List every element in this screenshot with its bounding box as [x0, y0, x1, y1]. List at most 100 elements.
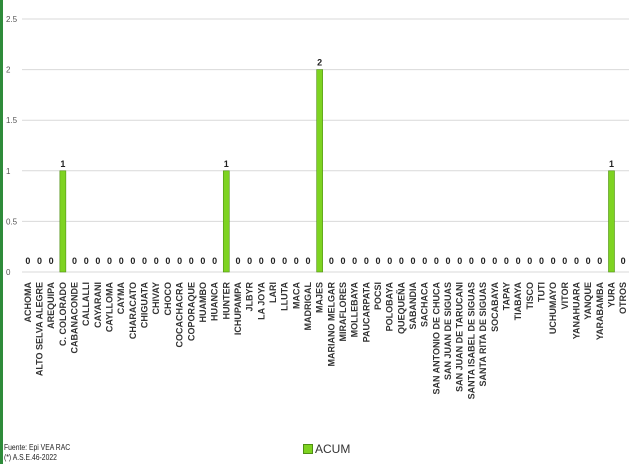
category-label: CHIGUATA [140, 282, 150, 329]
data-label: 0 [492, 256, 497, 266]
category-label: CHOCO [163, 282, 173, 316]
data-label: 0 [551, 256, 556, 266]
category-label: SANTA ISABEL DE SIGUAS [466, 282, 476, 399]
category-label: HUANCA [210, 282, 220, 321]
data-label: 0 [469, 256, 474, 266]
data-label: 0 [527, 256, 532, 266]
category-label: SABANDIA [408, 282, 418, 330]
category-label: JLBYR [245, 282, 255, 312]
category-label: YANAHUARA [571, 282, 581, 340]
category-label: CHIVAY [151, 282, 161, 315]
data-label: 0 [329, 256, 334, 266]
category-label: CAYMA [116, 282, 126, 315]
category-label: TUTI [536, 282, 546, 302]
data-label: 0 [107, 256, 112, 266]
category-label: MOLLEBAYA [350, 282, 360, 338]
data-label: 0 [259, 256, 264, 266]
category-label: SAN JUAN DE SIGUAS [443, 282, 453, 380]
data-label: 0 [352, 256, 357, 266]
category-label: MIRAFLORES [338, 282, 348, 342]
data-label: 0 [37, 256, 42, 266]
category-label: YARABAMBA [595, 282, 605, 341]
data-label: 2 [317, 58, 322, 68]
category-label: ACHOMA [23, 282, 33, 323]
category-label: COPORAQUE [186, 282, 196, 341]
data-label: 0 [562, 256, 567, 266]
category-label: ALTO SELVA ALEGRE [35, 282, 45, 376]
y-tick-label: 1.5 [6, 116, 18, 125]
category-label: CAYARANI [93, 282, 103, 328]
data-label: 0 [119, 256, 124, 266]
data-label: 0 [142, 256, 147, 266]
category-label: LARI [268, 282, 278, 303]
data-label: 0 [411, 256, 416, 266]
data-label: 0 [247, 256, 252, 266]
data-label: 0 [457, 256, 462, 266]
data-label: 0 [376, 256, 381, 266]
category-label: QUEQUEÑA [396, 282, 406, 335]
category-label: UCHUMAYO [548, 282, 558, 334]
legend-swatch [303, 444, 313, 454]
category-label: OTROS [618, 282, 628, 314]
category-label: CABANACONDE [70, 282, 80, 354]
data-label: 0 [270, 256, 275, 266]
data-label: 0 [504, 256, 509, 266]
data-label: 0 [282, 256, 287, 266]
data-label: 1 [60, 159, 65, 169]
category-label: LLUTA [280, 282, 290, 311]
category-label: TISCO [525, 282, 535, 310]
data-label: 0 [364, 256, 369, 266]
data-label: 0 [294, 256, 299, 266]
category-label: AREQUIPA [46, 282, 56, 329]
data-label: 0 [574, 256, 579, 266]
data-label: 0 [154, 256, 159, 266]
data-label: 0 [597, 256, 602, 266]
category-label: POLOBAYA [385, 282, 395, 332]
category-label: YANQUE [583, 282, 593, 320]
data-label: 0 [25, 256, 30, 266]
source-line-2: (*) A.S.E.46-2022 [4, 453, 57, 462]
category-label: MARIANO MELGAR [326, 282, 336, 367]
bar [316, 69, 323, 273]
data-label: 0 [212, 256, 217, 266]
source-line-1: Fuente: Epi VEA RAC [4, 443, 71, 452]
data-label: 1 [609, 159, 614, 169]
bar [608, 170, 615, 273]
category-label: HUNTER [221, 282, 231, 320]
category-label: SANTA RITA DE SIGUAS [478, 282, 488, 387]
category-label: HUAMBO [198, 282, 208, 323]
data-label: 0 [422, 256, 427, 266]
bar [59, 170, 67, 273]
y-tick-label: 1 [6, 167, 11, 176]
category-label: ICHUPAMPA [233, 282, 243, 336]
category-label: YURA [606, 282, 616, 308]
data-label: 0 [481, 256, 486, 266]
data-label: 0 [72, 256, 77, 266]
y-tick-label: 0.5 [6, 217, 18, 226]
category-label: C. COLORADO [58, 282, 68, 346]
category-label: POCSI [373, 282, 383, 310]
data-label: 0 [446, 256, 451, 266]
data-label: 0 [235, 256, 240, 266]
category-label: CAYLLOMA [105, 282, 115, 333]
category-label: MACA [291, 282, 301, 309]
category-label: CALLALLI [81, 282, 91, 326]
category-label: MADRIGAL [303, 282, 313, 331]
data-label: 0 [165, 256, 170, 266]
category-label: CHARACATO [128, 282, 138, 339]
data-label: 0 [387, 256, 392, 266]
category-label: SAN ANTONIO DE CHUCA [431, 282, 441, 395]
data-label: 1 [224, 159, 229, 169]
category-label: TIABAYA [513, 282, 523, 321]
y-tick-label: 2 [6, 66, 11, 75]
legend: ACUM [303, 442, 350, 456]
category-label: COCACHACRA [175, 282, 185, 348]
category-label: MAJES [315, 282, 325, 313]
data-label: 0 [341, 256, 346, 266]
data-label: 0 [305, 256, 310, 266]
source-note: Fuente: Epi VEA RAC (*) A.S.E.46-2022 [4, 443, 70, 463]
data-label: 0 [95, 256, 100, 266]
data-label: 0 [621, 256, 626, 266]
